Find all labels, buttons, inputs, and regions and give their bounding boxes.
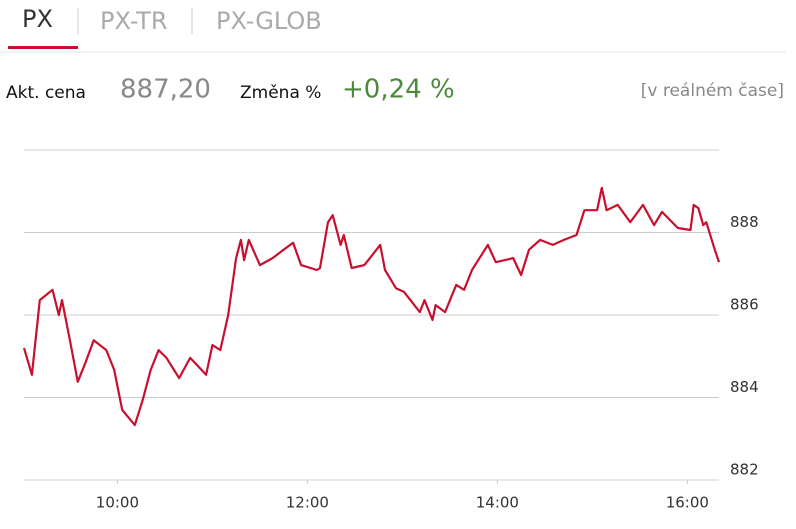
change-label: Změna % (240, 83, 321, 103)
y-tick-label: 888 (730, 213, 759, 231)
x-tick-label: 12:00 (286, 494, 329, 512)
tab[interactable]: PX-TR (100, 7, 168, 35)
y-tick-label: 886 (730, 296, 759, 314)
price-label: Akt. cena (6, 83, 86, 103)
y-tick-label: 882 (730, 461, 759, 479)
y-tick-label: 884 (730, 378, 759, 396)
x-tick-label: 16:00 (666, 494, 709, 512)
tab[interactable]: PX-GLOB (216, 7, 322, 35)
price: 887,20 (120, 75, 211, 105)
tab[interactable]: PX (22, 5, 53, 33)
active-tab-underline (8, 46, 78, 49)
change: +0,24 % (342, 75, 455, 105)
price-line (22, 186, 721, 427)
x-tick-label: 10:00 (96, 494, 139, 512)
status: [v reálném čase] (641, 81, 784, 101)
x-tick-label: 14:00 (476, 494, 519, 512)
